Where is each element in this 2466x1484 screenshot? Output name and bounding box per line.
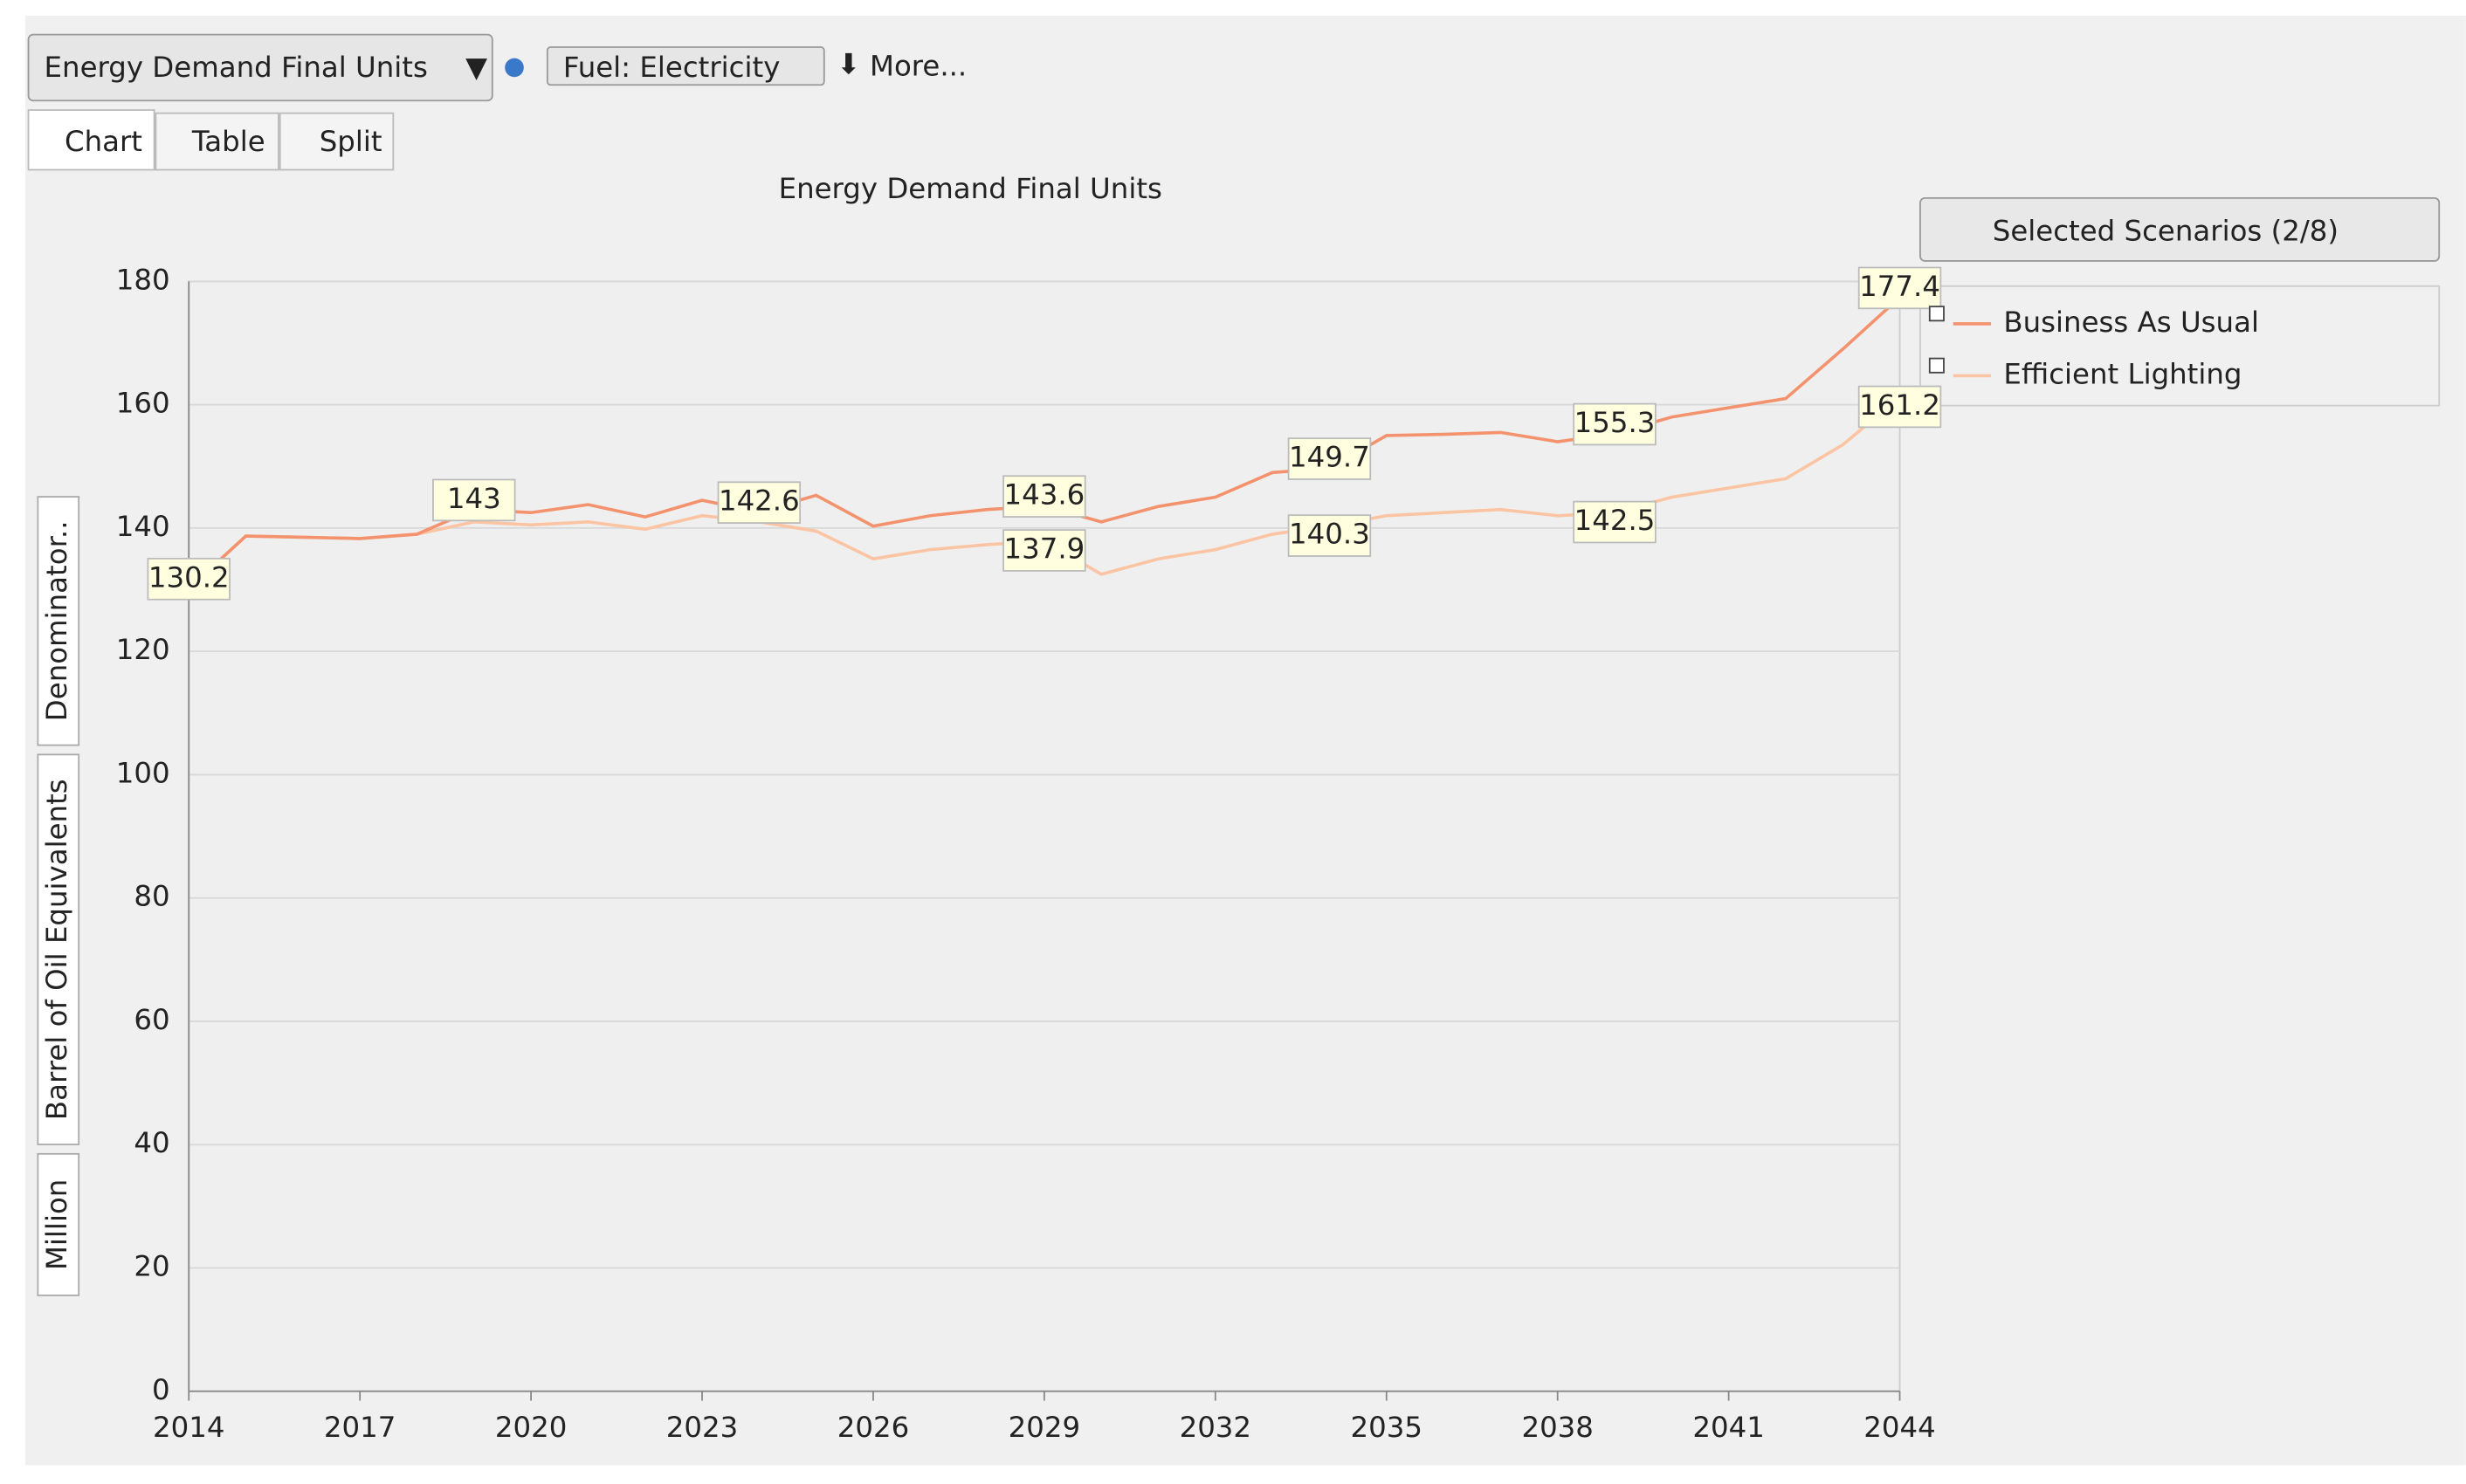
y-tick-label: 180 [116,263,170,296]
x-tick-label: 2038 [1521,1411,1593,1444]
legend-label: Efficient Lighting [2003,357,2242,390]
y-tick-label: 80 [134,880,169,913]
y-tick-label: 40 [134,1126,169,1159]
data-label: 137.9 [1004,532,1085,566]
data-label: 155.3 [1574,406,1656,439]
data-label-box [717,481,802,525]
tab-label: Split [320,125,382,158]
data-label-box [1287,514,1372,557]
y-tick-label: 140 [116,510,170,543]
scenario-label: Selected Scenarios (2/8) [1993,215,2339,248]
plot-area [188,280,1901,1392]
axis-part[interactable] [37,496,80,746]
more-icon: ⬇ [837,48,860,81]
x-tick-label: 2023 [666,1411,738,1444]
y-tick-label: 160 [116,387,170,420]
axis-part[interactable] [37,1152,80,1296]
legend-label: Business As Usual [2003,306,2259,339]
data-label-box [1002,475,1086,518]
x-tick-label: 2032 [1180,1411,1251,1444]
data-label-box [1573,500,1657,544]
tab-label: Chart [65,125,142,158]
legend-checkbox [1928,357,1945,374]
legend-box [1919,285,2441,407]
y-tick-label: 120 [116,633,170,666]
scenario-dropdown[interactable] [1919,197,2441,262]
fuel-label: Fuel: Electricity [563,51,781,84]
data-label: 142.6 [719,484,800,518]
indicator-dropdown[interactable] [27,33,493,102]
data-label-box [1287,437,1372,480]
data-label: 149.7 [1289,441,1370,474]
caret: ▼ [465,51,487,84]
data-label-box [147,557,231,601]
x-tick-label: 2017 [324,1411,396,1444]
y-axis-label: Million [40,1179,73,1270]
help-icon[interactable] [505,58,524,78]
data-label: 143.6 [1004,478,1085,512]
indicator-label: Energy Demand Final Units [45,51,428,84]
tab[interactable] [155,112,279,171]
axis-part[interactable] [37,753,80,1145]
data-label-box [1002,529,1086,572]
legend-checkbox [1928,306,1945,322]
y-tick-label: 20 [134,1249,169,1282]
y-tick-label: 100 [116,756,170,789]
data-label-box [1573,402,1657,446]
data-label-box [432,478,516,522]
y-axis-label: Denominator.. [40,520,73,721]
tab[interactable] [27,109,155,171]
data-label: 142.5 [1574,504,1656,537]
x-tick-label: 2026 [837,1411,909,1444]
data-label: 143 [447,482,501,515]
x-tick-label: 2014 [153,1411,224,1444]
y-tick-label: 0 [152,1373,170,1406]
x-tick-label: 2044 [1863,1411,1935,1444]
x-tick-label: 2020 [495,1411,567,1444]
y-tick-label: 60 [134,1003,169,1036]
x-tick-label: 2029 [1009,1411,1080,1444]
fuel-dropdown[interactable] [546,46,825,86]
data-label: 130.2 [148,560,230,594]
data-label: 140.3 [1289,518,1370,551]
data-label: 177.4 [1859,270,1940,303]
data-label: 161.2 [1859,388,1940,422]
chart-title: Energy Demand Final Units [779,172,1162,205]
data-label-box [1857,266,1942,310]
more-link[interactable]: More... [870,49,967,82]
x-tick-label: 2041 [1692,1411,1764,1444]
data-label-box [1857,385,1942,429]
tab[interactable] [279,112,395,171]
x-tick-label: 2035 [1351,1411,1422,1444]
y-axis-label: Barrel of Oil Equivalents [40,779,73,1120]
tab-label: Table [191,125,265,158]
